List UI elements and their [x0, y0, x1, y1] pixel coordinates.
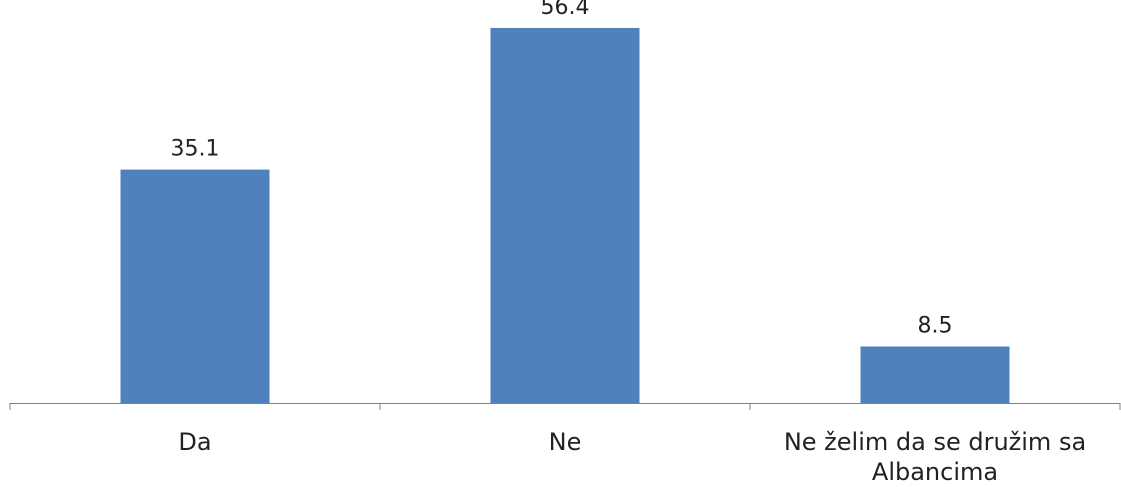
data-label: 35.1 [171, 137, 220, 162]
data-labels-group: 35.1 56.4 8.5 [171, 0, 953, 338]
category-label: Ne [549, 428, 582, 456]
bar [490, 27, 640, 403]
category-label: Ne želim da se družim sa [784, 428, 1086, 456]
bar [120, 169, 270, 403]
bar [860, 346, 1010, 403]
x-axis [9, 403, 1121, 410]
data-label: 8.5 [918, 313, 953, 338]
bars-group [120, 27, 1010, 403]
category-label: Da [178, 428, 211, 456]
data-label: 56.4 [541, 0, 590, 20]
category-label: Albancima [872, 458, 998, 486]
